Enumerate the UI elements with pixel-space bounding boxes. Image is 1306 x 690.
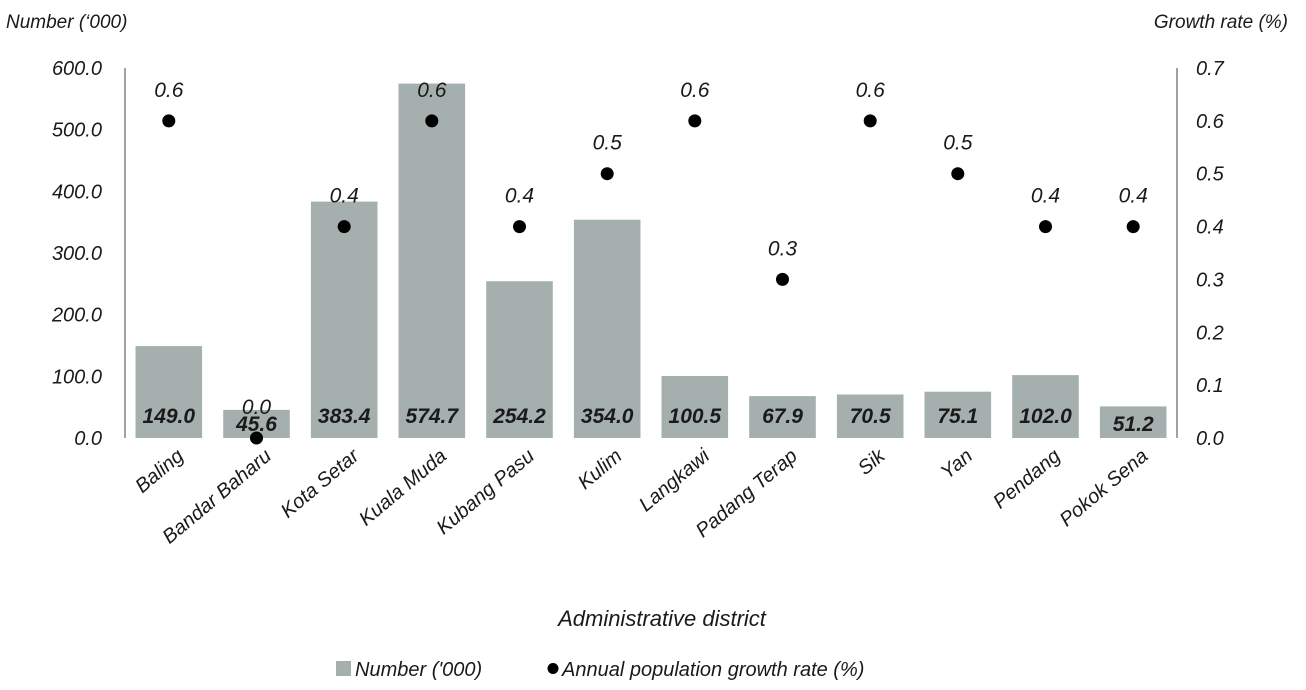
right-tick-label: 0.7 (1196, 58, 1225, 80)
left-tick-label: 600.0 (52, 58, 102, 80)
bar (310, 201, 378, 438)
legend-marker-growth (547, 663, 559, 674)
growth-label: 0.4 (1031, 185, 1060, 208)
bar-value-label: 45.6 (235, 413, 277, 436)
growth-label: 0.6 (417, 79, 447, 102)
bar (1012, 375, 1079, 438)
growth-label: 0.6 (154, 79, 184, 102)
bar-value-label: 67.9 (762, 405, 803, 428)
right-tick-label: 0.5 (1196, 164, 1225, 186)
growth-point (776, 272, 789, 286)
growth-label: 0.4 (505, 185, 534, 208)
category-label: Yan (937, 445, 977, 484)
left-tick-label: 500.0 (52, 120, 102, 142)
growth-label: 0.6 (856, 79, 886, 102)
category-label: Baling (131, 445, 188, 498)
growth-point (162, 114, 176, 128)
right-tick-label: 0.0 (1196, 428, 1224, 450)
category-label: Langkawi (635, 445, 714, 517)
bar (836, 394, 904, 438)
x-axis-title: Administrative district (556, 606, 767, 631)
bar (573, 219, 641, 438)
bars-layer (135, 83, 1167, 438)
right-tick-label: 0.2 (1196, 322, 1224, 344)
right-axis-title: Growth rate (%) (1154, 12, 1288, 33)
growth-label: 0.4 (330, 185, 359, 208)
bar-value-label: 102.0 (1019, 405, 1072, 428)
left-tick-label: 400.0 (52, 181, 102, 203)
growth-point (425, 114, 439, 128)
bar-value-label: 149.0 (143, 405, 196, 428)
category-label: Pendang (989, 445, 1064, 513)
right-tick-label: 0.4 (1196, 217, 1224, 239)
bar (924, 391, 992, 438)
growth-point (951, 167, 965, 181)
category-label: Kulim (574, 445, 626, 494)
left-axis-title: Number (‘000) (6, 12, 127, 33)
bar-value-label: 70.5 (850, 405, 891, 428)
growth-point (1039, 220, 1052, 234)
growth-point (1126, 220, 1140, 234)
bar-value-label: 100.5 (669, 405, 722, 428)
bar-value-label: 254.2 (492, 405, 546, 428)
growth-point (863, 114, 877, 128)
bar-value-label: 51.2 (1113, 413, 1154, 436)
right-tick-label: 0.6 (1196, 111, 1225, 133)
bar (398, 83, 466, 438)
right-tick-label: 0.1 (1196, 375, 1224, 397)
growth-point (337, 220, 351, 234)
bar-value-label: 574.7 (406, 405, 460, 428)
left-tick-label: 300.0 (52, 243, 102, 265)
growth-label: 0.4 (1119, 185, 1148, 208)
growth-label: 0.5 (593, 132, 623, 155)
growth-point (688, 114, 702, 128)
category-label: Pokok Sena (1056, 445, 1153, 531)
growth-label: 0.3 (768, 237, 798, 260)
bar (661, 376, 729, 438)
legend-label-number: Number ('000) (355, 659, 482, 681)
growth-point (250, 431, 263, 445)
left-tick-label: 0.0 (74, 428, 102, 450)
bar-value-label: 383.4 (318, 405, 371, 428)
points-layer (162, 114, 1140, 445)
left-tick-label: 100.0 (52, 366, 102, 388)
bar (749, 396, 816, 438)
bar (135, 346, 203, 438)
legend-label-growth: Annual population growth rate (%) (561, 659, 864, 681)
growth-point (513, 220, 526, 234)
bar-value-label: 75.1 (937, 405, 978, 428)
growth-label: 0.6 (680, 79, 710, 102)
right-tick-label: 0.3 (1196, 269, 1224, 291)
labels-layer: 0.6 0.0 0.4 0.6 0.4 0.5 0.6 0.3 0.6 0.5 0.4 0.4 149.… (143, 79, 1154, 436)
category-label: Sik (854, 444, 890, 479)
growth-label: 0.0 (242, 396, 272, 419)
bar (486, 281, 553, 438)
legend: Number ('000) Annual population growth ra… (336, 659, 864, 681)
growth-point (600, 167, 614, 181)
left-tick-label: 200.0 (51, 305, 102, 327)
category-label: Kota Setar (277, 444, 365, 522)
bar-value-label: 354.0 (581, 405, 634, 428)
legend-swatch-number (336, 661, 351, 676)
bar (1099, 406, 1167, 438)
growth-label: 0.5 (943, 132, 973, 155)
